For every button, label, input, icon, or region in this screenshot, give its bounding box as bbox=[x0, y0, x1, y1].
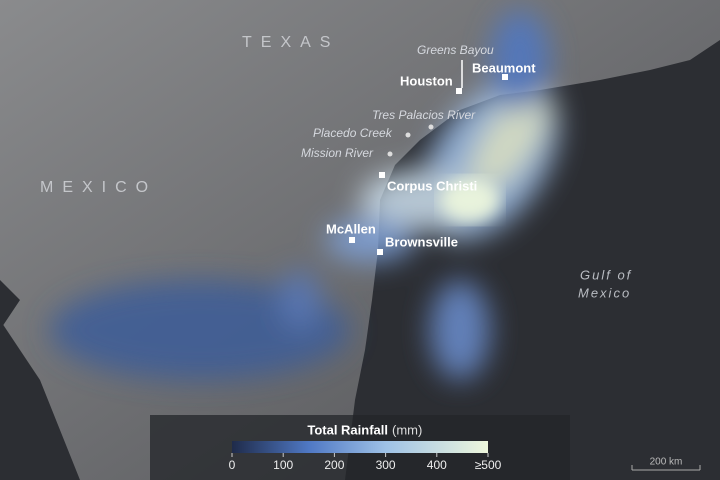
feature-label: Greens Bayou bbox=[417, 43, 494, 57]
city-label: McAllen bbox=[326, 221, 376, 236]
feature-marker bbox=[405, 132, 411, 138]
region-label: TEXAS bbox=[242, 34, 339, 51]
feature-marker bbox=[387, 151, 393, 157]
city-marker bbox=[349, 237, 355, 243]
city-label: Corpus Christi bbox=[387, 178, 477, 193]
feature-label: Tres Palacios River bbox=[372, 108, 476, 122]
cities: Houston Beaumont Corpus Christi McAllen … bbox=[326, 60, 536, 255]
city-marker bbox=[379, 172, 385, 178]
scale-label: 200 km bbox=[650, 457, 683, 468]
tick-label: 100 bbox=[273, 458, 293, 472]
rain-core bbox=[440, 178, 500, 222]
gulf-label: Gulf of bbox=[580, 267, 632, 282]
city-marker bbox=[502, 74, 508, 80]
legend-title: Total Rainfall bbox=[307, 422, 388, 437]
city-label: Brownsville bbox=[385, 234, 458, 249]
tick-label: 200 bbox=[324, 458, 344, 472]
feature-label: Mission River bbox=[301, 146, 374, 160]
city-label: Beaumont bbox=[472, 60, 536, 75]
legend-ticks: 0 100 200 300 400 ≥500 bbox=[229, 453, 502, 472]
rainfall bbox=[50, 10, 559, 380]
gulf-label: Mexico bbox=[578, 285, 631, 300]
tick-label: 400 bbox=[427, 458, 447, 472]
colorbar bbox=[232, 441, 488, 453]
tick-label: ≥500 bbox=[475, 458, 502, 472]
legend-unit: (mm) bbox=[392, 422, 422, 437]
pacific bbox=[0, 320, 80, 480]
city-marker bbox=[377, 249, 383, 255]
features: Greens Bayou Tres Palacios River Placedo… bbox=[301, 43, 494, 160]
feature-label: Placedo Creek bbox=[313, 126, 393, 140]
city-label: Houston bbox=[400, 73, 453, 88]
tick-label: 300 bbox=[376, 458, 396, 472]
region-label: MEXICO bbox=[40, 179, 157, 196]
tick-label: 0 bbox=[229, 458, 236, 472]
feature-marker bbox=[428, 124, 434, 130]
city-marker bbox=[456, 88, 462, 94]
